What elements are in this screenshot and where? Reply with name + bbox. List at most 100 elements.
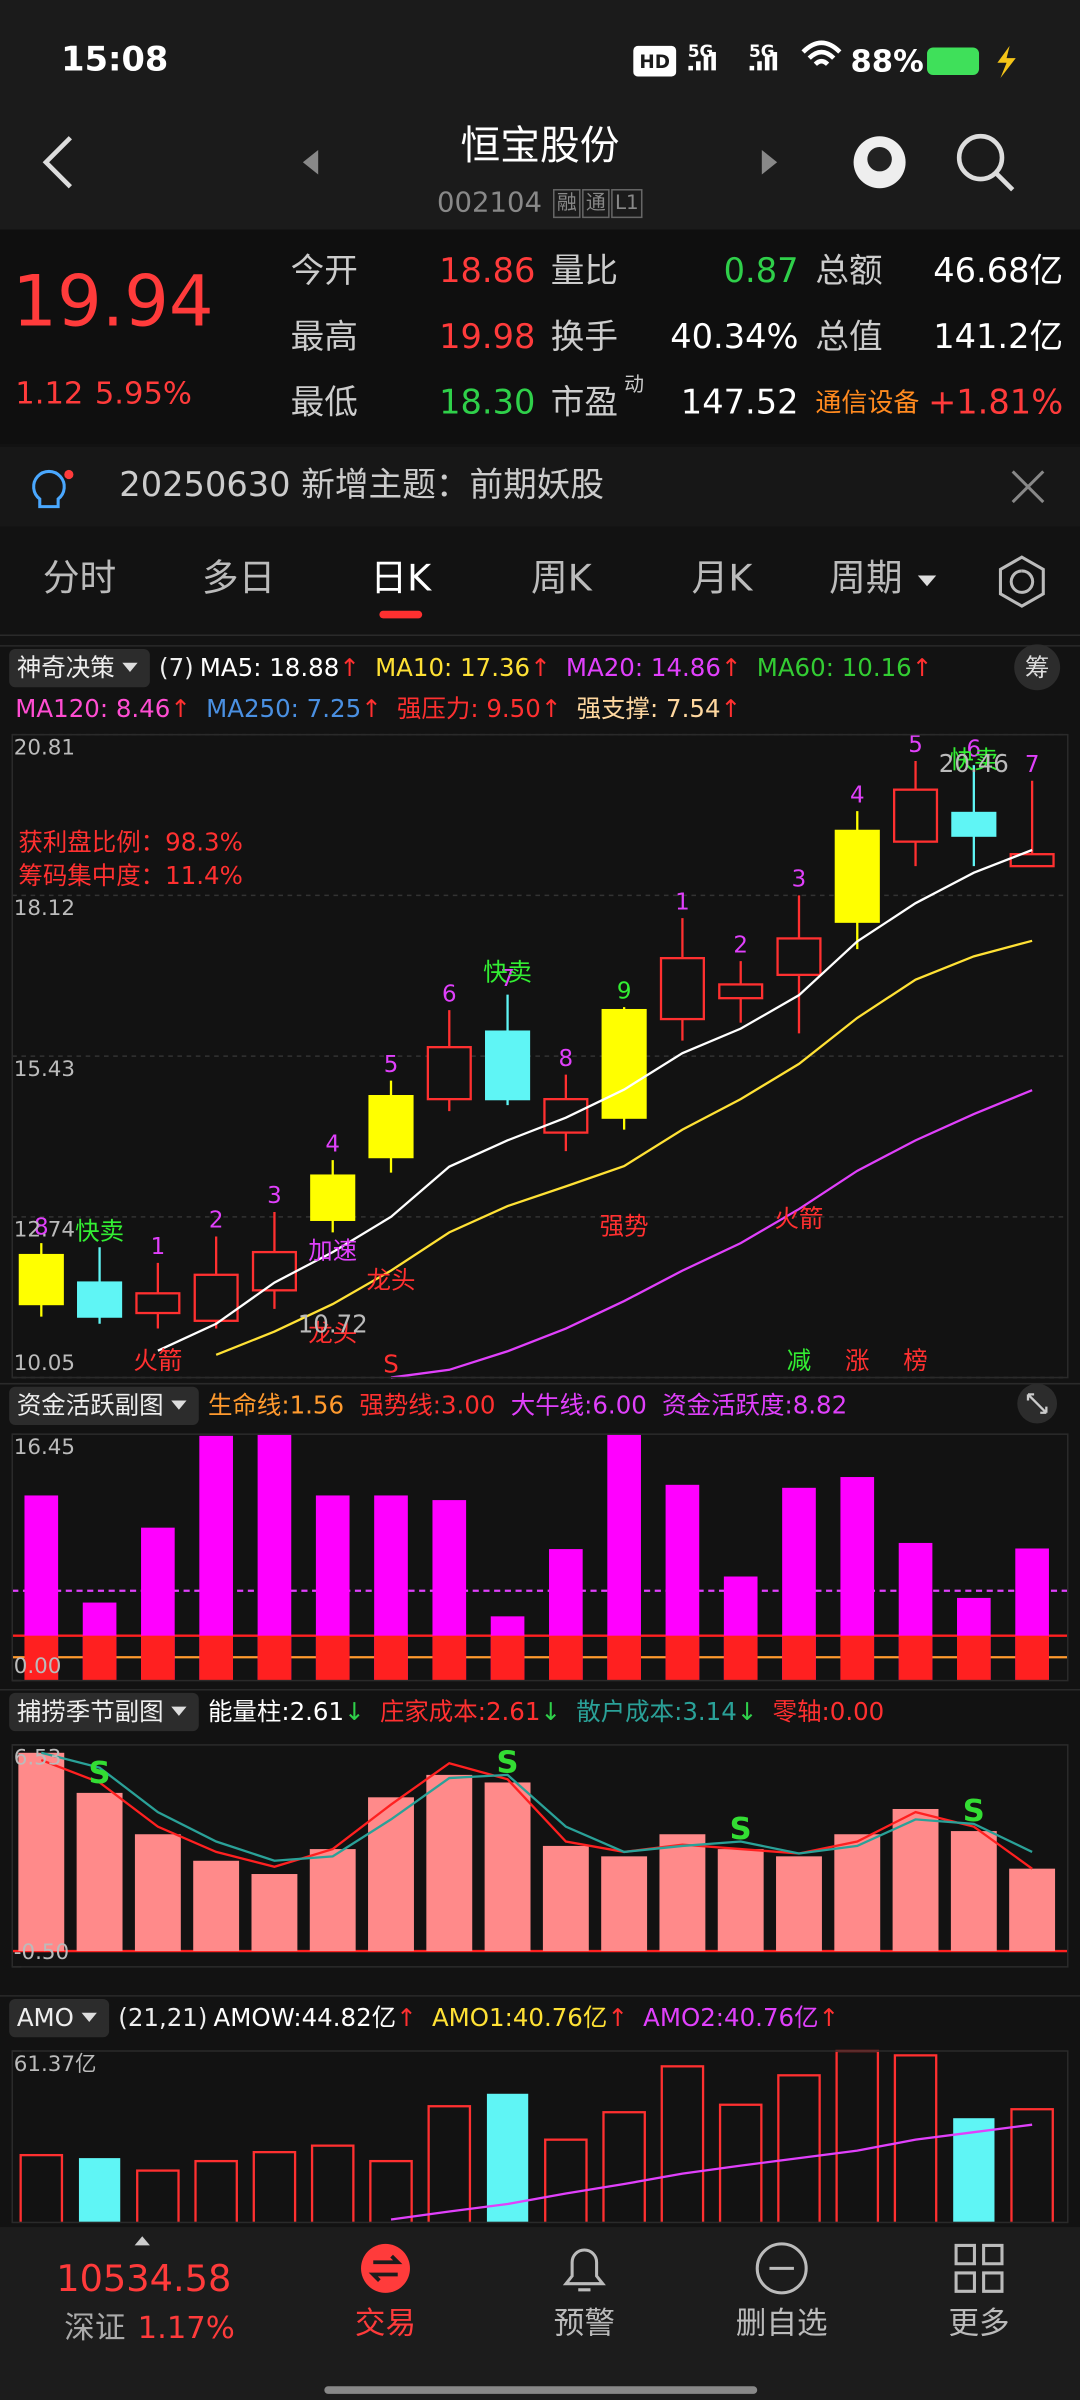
bar-base xyxy=(549,1635,583,1681)
quote-panel xyxy=(0,229,1080,444)
search-handle xyxy=(994,171,1015,192)
hd-label: HD xyxy=(639,52,670,73)
next-stock-button[interactable] xyxy=(761,150,778,175)
bar xyxy=(1009,1868,1056,1952)
legend-item: MA5: 18.88 xyxy=(200,653,339,682)
bar xyxy=(544,2138,588,2223)
legend-item: 能量柱:2.61 xyxy=(208,1697,344,1726)
tag-box xyxy=(553,189,581,219)
selector-caret xyxy=(171,1706,187,1716)
chip-button[interactable] xyxy=(1014,644,1061,691)
bar xyxy=(718,2103,763,2223)
bar-base xyxy=(82,1635,117,1681)
nav-label[interactable]: 删自选 xyxy=(736,2306,828,2341)
nav-label[interactable]: 更多 xyxy=(948,2306,1009,2341)
indicator-selector[interactable]: 捕捞季节副图 xyxy=(17,1697,164,1726)
candle-body xyxy=(601,1008,647,1119)
bar xyxy=(76,1792,123,1952)
bar xyxy=(193,1860,240,1952)
tab[interactable]: 周K xyxy=(531,557,593,600)
legend-item: 强压力: 9.50 xyxy=(397,694,541,723)
tab[interactable]: 分时 xyxy=(43,557,116,600)
selector-box xyxy=(9,1386,199,1425)
prev-stock-button[interactable] xyxy=(302,150,319,175)
wifi-icon xyxy=(801,40,842,67)
bar-base xyxy=(24,1635,59,1681)
banner-text: 20250630 新增主题：前期妖股 xyxy=(119,465,604,504)
battery-icon xyxy=(927,47,980,75)
legend-item: MA250: 7.25 xyxy=(206,694,361,723)
candle-body xyxy=(251,1250,297,1292)
search-button[interactable] xyxy=(956,133,1005,182)
bar xyxy=(1010,2108,1054,2223)
nav-label[interactable]: 预警 xyxy=(554,2306,615,2341)
tag-box xyxy=(611,189,643,219)
bar xyxy=(309,1849,356,1952)
plot-area: S S S S xyxy=(12,1744,1068,1968)
bar xyxy=(194,2159,238,2223)
field-value: 18.86 xyxy=(439,251,535,290)
banner-dot xyxy=(64,469,74,480)
index-toggle[interactable] xyxy=(134,2236,150,2246)
indicator-params: (7) xyxy=(159,653,194,682)
nav-icon-glyph xyxy=(368,2254,403,2282)
status-time: 15:08 xyxy=(61,40,168,79)
field-value: 40.34% xyxy=(670,317,798,356)
field-value: 19.98 xyxy=(439,317,535,356)
plot-frame xyxy=(11,2050,1069,2224)
legend-arrow: ↓ xyxy=(540,1697,561,1726)
candle-label: 8 xyxy=(34,1214,49,1240)
selector-box xyxy=(9,648,150,688)
annotation: 火箭 xyxy=(133,1346,182,1375)
legend-arrow: ↓ xyxy=(737,1697,758,1726)
banner-close[interactable] xyxy=(1011,470,1045,504)
bar-base xyxy=(490,1635,525,1681)
candle-body xyxy=(77,1281,123,1318)
chart-panel: 资金活跃副图 生命线:1.56 强势线:3.00 大牛线:6.00 资金活跃度:8.82… xyxy=(0,1382,1080,1682)
bottom-nav: 交易 预警 删自选 更多 xyxy=(355,2242,1010,2342)
bar xyxy=(834,1834,881,1952)
bar-base xyxy=(1015,1635,1049,1681)
settings-button[interactable] xyxy=(998,555,1045,608)
tab[interactable]: 多日 xyxy=(202,557,275,600)
indicator-selector[interactable]: AMO xyxy=(17,2003,74,2032)
indicator-selector[interactable]: 神奇决策 xyxy=(17,653,115,682)
chart-note: 获利盘比例：98.3% xyxy=(18,827,242,856)
legend-item: 强势线:3.00 xyxy=(359,1391,495,1420)
bar xyxy=(660,2065,705,2223)
nav-label[interactable]: 交易 xyxy=(355,2306,416,2341)
field-value: 0.87 xyxy=(724,251,799,290)
bar xyxy=(369,2159,413,2223)
bar xyxy=(368,1797,414,1952)
annotation: 强势 xyxy=(600,1212,649,1241)
banner[interactable] xyxy=(0,446,1080,527)
nav-icon xyxy=(755,2242,808,2295)
back-button[interactable] xyxy=(42,136,72,189)
indicator-selector[interactable]: 资金活跃副图 xyxy=(17,1391,164,1420)
field-label: 量比 xyxy=(551,251,618,290)
tab[interactable]: 日K xyxy=(370,557,432,600)
candle-body xyxy=(310,1174,356,1221)
field-label: 总值 xyxy=(815,317,882,356)
annotation: 快卖 xyxy=(949,745,998,774)
candle-label: 4 xyxy=(850,782,865,808)
legend-item: 大牛线:6.00 xyxy=(511,1391,647,1420)
legend-arrow: ↑ xyxy=(170,694,191,723)
y-tick-label: 0.00 xyxy=(14,1654,62,1679)
bar xyxy=(310,2144,355,2223)
bar xyxy=(953,2118,995,2223)
tab[interactable]: 周期 xyxy=(829,557,902,600)
charging-icon xyxy=(997,45,1016,79)
field-sup: 动 xyxy=(624,373,644,396)
tab[interactable]: 月K xyxy=(692,557,754,600)
annotation: 10.72 xyxy=(298,1310,368,1339)
y-tick-label: 15.43 xyxy=(14,1057,75,1082)
banner-icon xyxy=(32,469,66,509)
legend-item: AMO2:40.76亿 xyxy=(643,2003,818,2032)
annotation: 20.46 xyxy=(939,749,1009,778)
candle-body xyxy=(834,829,880,923)
